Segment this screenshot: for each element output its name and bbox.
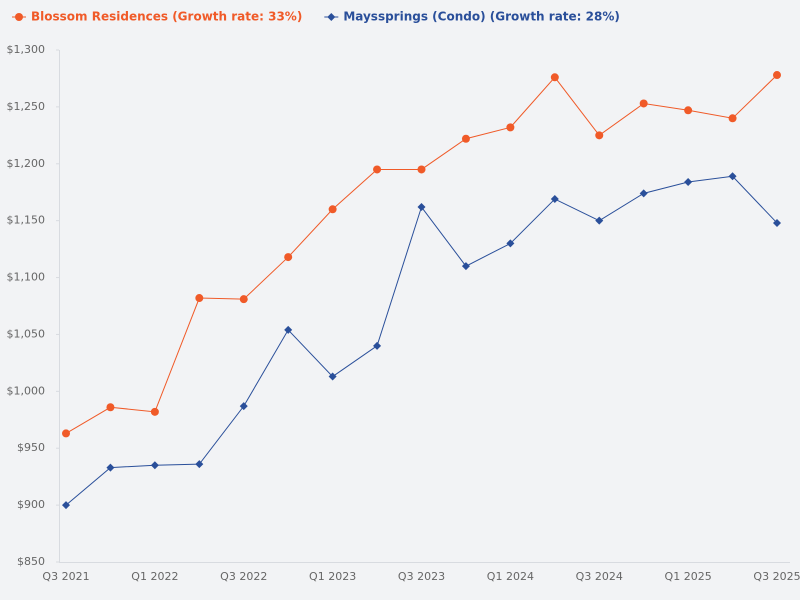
- point: [773, 71, 781, 80]
- y-tick-label: $1,000: [7, 384, 46, 397]
- x-tick-label: Q1 2022: [131, 570, 178, 583]
- point: [550, 195, 559, 204]
- point: [506, 239, 515, 248]
- point: [328, 372, 337, 381]
- x-tick-label: Q3 2022: [220, 570, 267, 583]
- point: [62, 429, 70, 438]
- x-tick-label: Q3 2021: [42, 570, 89, 583]
- point: [239, 295, 248, 304]
- x-tick-label: Q3 2023: [398, 570, 445, 583]
- point: [417, 165, 426, 174]
- legend-label: Blossom Residences (Growth rate: 33%): [31, 10, 302, 24]
- point: [284, 253, 293, 262]
- point: [684, 177, 693, 186]
- legend-label: Mayssprings (Condo) (Growth rate: 28%): [343, 10, 620, 24]
- y-tick-label: $1,200: [7, 157, 46, 170]
- point: [595, 216, 604, 225]
- x-tick-label: Q3 2024: [576, 570, 623, 583]
- point: [150, 407, 159, 416]
- point: [106, 463, 115, 472]
- x-tick-label: Q1 2024: [487, 570, 534, 583]
- point: [195, 460, 204, 469]
- point: [506, 123, 515, 132]
- point: [195, 294, 204, 303]
- y-tick-label: $950: [17, 441, 45, 454]
- point: [728, 172, 737, 181]
- y-tick-label: $1,100: [7, 271, 46, 284]
- point: [106, 403, 115, 412]
- point: [595, 131, 604, 140]
- point: [150, 461, 159, 470]
- y-tick-label: $900: [17, 498, 45, 511]
- x-tick-label: Q1 2023: [309, 570, 356, 583]
- point: [773, 218, 781, 227]
- point: [328, 205, 337, 214]
- point: [15, 13, 23, 21]
- x-tick-label: Q3 2025: [753, 570, 800, 583]
- point: [417, 203, 426, 212]
- x-tick-label: Q1 2025: [665, 570, 712, 583]
- y-tick-label: $1,300: [7, 43, 46, 56]
- y-tick-label: $850: [17, 555, 45, 568]
- point: [62, 501, 70, 510]
- point: [461, 262, 470, 271]
- y-tick-label: $1,150: [7, 214, 46, 227]
- point: [239, 402, 248, 411]
- point: [639, 99, 648, 108]
- y-tick-label: $1,050: [7, 327, 46, 340]
- point: [373, 341, 382, 350]
- y-tick-label: $1,250: [7, 100, 46, 113]
- point: [728, 114, 737, 123]
- legend: Blossom Residences (Growth rate: 33%) May…: [12, 10, 620, 24]
- point: [373, 165, 382, 174]
- point: [684, 106, 693, 115]
- point: [639, 189, 648, 198]
- point: [550, 73, 559, 82]
- point: [284, 325, 293, 334]
- point: [461, 134, 470, 143]
- point: [327, 13, 336, 21]
